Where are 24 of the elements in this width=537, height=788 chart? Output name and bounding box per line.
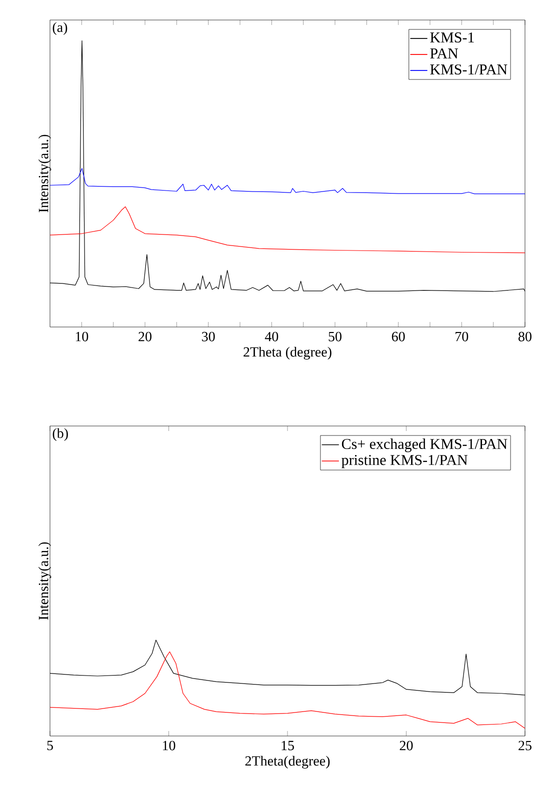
x-tick-label: 70 xyxy=(456,332,468,342)
x-tick-label: 10 xyxy=(163,740,176,750)
x-tick-label: 60 xyxy=(392,332,405,342)
x-tick-label: 20 xyxy=(138,332,152,342)
text: (b) xyxy=(52,428,68,441)
x-axis-title: 2Theta(degree) xyxy=(246,756,330,769)
legend-label: Cs+ exchaged KMS-1/PAN xyxy=(342,438,508,452)
x-axis-title: 2Theta (degree) xyxy=(244,346,332,360)
x-tick-label: 80 xyxy=(518,332,532,342)
y-axis-title: Intensity(a.u.) xyxy=(38,542,52,620)
x-tick-label: 25 xyxy=(518,740,532,750)
x-tick-label: 15 xyxy=(282,740,294,750)
x-tick-label: 10 xyxy=(76,332,88,342)
x-tick-label: 20 xyxy=(400,740,413,750)
legend-label: PAN xyxy=(430,48,458,58)
y-axis-title: Intensity(a.u.) xyxy=(38,134,52,212)
legend-label: KMS-1 xyxy=(430,32,474,42)
legend-label: KMS-1/PAN xyxy=(430,64,508,75)
x-tick-label: 30 xyxy=(202,332,215,342)
x-tick-label: 5 xyxy=(47,740,54,750)
text: (a) xyxy=(52,22,68,35)
x-tick-label: 50 xyxy=(328,332,342,342)
x-tick-label: 40 xyxy=(265,332,278,342)
legend-label: pristine KMS-1/PAN xyxy=(342,455,468,468)
